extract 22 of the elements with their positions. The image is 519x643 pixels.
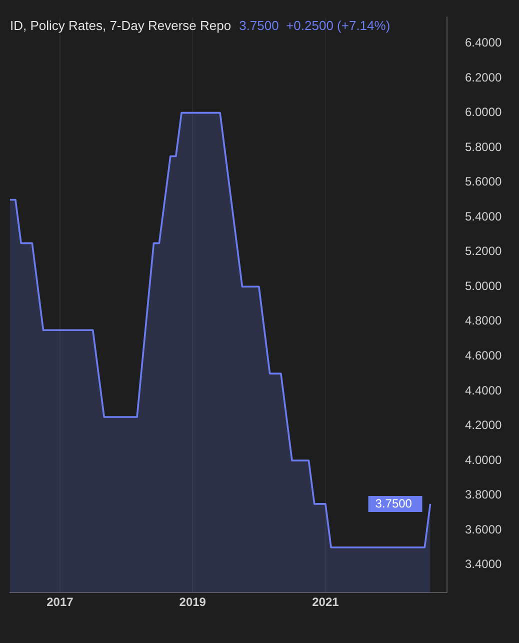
chart-subtitle: 3.7500 +0.2500 (+7.14%) <box>239 18 390 33</box>
y-tick-label: 4.4000 <box>465 383 502 398</box>
y-tick-label: 4.6000 <box>465 348 502 362</box>
y-tick-label: 5.6000 <box>465 174 502 189</box>
y-tick-label: 6.0000 <box>465 105 502 120</box>
annotation: 3.7500 <box>375 496 412 510</box>
y-tick-label: 4.0000 <box>465 452 502 467</box>
y-tick-label: 3.6000 <box>465 522 502 536</box>
y-tick-label: 4.8000 <box>465 314 502 328</box>
x-tick-label: 2017 <box>46 595 74 610</box>
x-tick-label: 2019 <box>179 595 206 610</box>
y-tick-label: 4.2000 <box>465 418 502 432</box>
y-tick-label: 3.8000 <box>465 488 502 502</box>
y-tick-label: 3.4000 <box>465 557 502 572</box>
x-tick-label: 2021 <box>312 595 340 610</box>
y-tick-label: 5.0000 <box>465 278 502 293</box>
y-tick-label: 5.8000 <box>465 140 502 154</box>
y-tick-label: 6.4000 <box>465 36 502 50</box>
y-tick-label: 5.2000 <box>465 244 502 258</box>
y-tick-label: 5.4000 <box>465 209 502 224</box>
chart-title: ID, Policy Rates, 7-Day Reverse Repo <box>10 18 232 33</box>
y-tick-label: 6.2000 <box>465 70 502 84</box>
